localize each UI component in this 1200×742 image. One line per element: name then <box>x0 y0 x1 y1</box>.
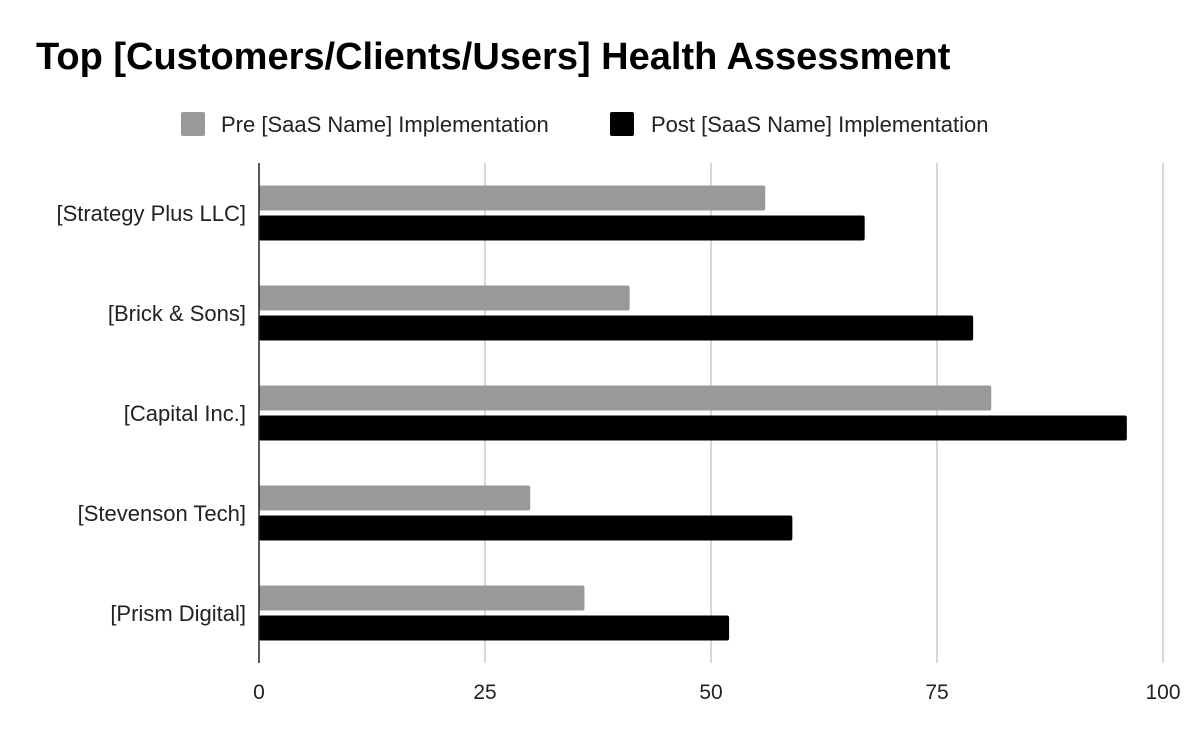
bar-post-0 <box>259 215 865 241</box>
legend: Pre [SaaS Name] Implementation Post [Saa… <box>181 112 989 137</box>
bar-pre-2 <box>259 385 992 411</box>
bar-post-2 <box>259 415 1127 441</box>
category-label: [Stevenson Tech] <box>78 501 246 526</box>
chart-title: Top [Customers/Clients/Users] Health Ass… <box>36 36 951 78</box>
x-tick-label: 0 <box>253 681 265 704</box>
bar-post-4 <box>259 615 730 641</box>
x-tick-label: 75 <box>925 681 948 704</box>
category-label: [Strategy Plus LLC] <box>56 201 246 226</box>
category-label: [Prism Digital] <box>110 601 246 626</box>
bar-pre-0 <box>259 185 766 211</box>
legend-label-post: Post [SaaS Name] Implementation <box>651 112 989 137</box>
y-axis-category-labels: [Strategy Plus LLC] [Brick & Sons] [Capita… <box>56 201 246 626</box>
bar-pre-1 <box>259 285 630 311</box>
legend-label-pre: Pre [SaaS Name] Implementation <box>221 112 549 137</box>
bar-pre-3 <box>259 485 531 511</box>
bar-post-3 <box>259 515 793 541</box>
category-label: [Brick & Sons] <box>108 301 246 326</box>
legend-swatch-post <box>610 112 634 136</box>
gridlines <box>484 163 1164 663</box>
x-tick-label: 100 <box>1145 681 1180 704</box>
bar-pre-4 <box>259 585 585 611</box>
x-tick-label: 50 <box>699 681 722 704</box>
x-axis-ticks: 0 25 50 75 100 <box>253 681 1180 704</box>
category-label: [Capital Inc.] <box>124 401 246 426</box>
legend-swatch-pre <box>181 112 205 136</box>
bar-post-1 <box>259 315 974 341</box>
bars <box>259 185 1127 641</box>
x-tick-label: 25 <box>473 681 496 704</box>
